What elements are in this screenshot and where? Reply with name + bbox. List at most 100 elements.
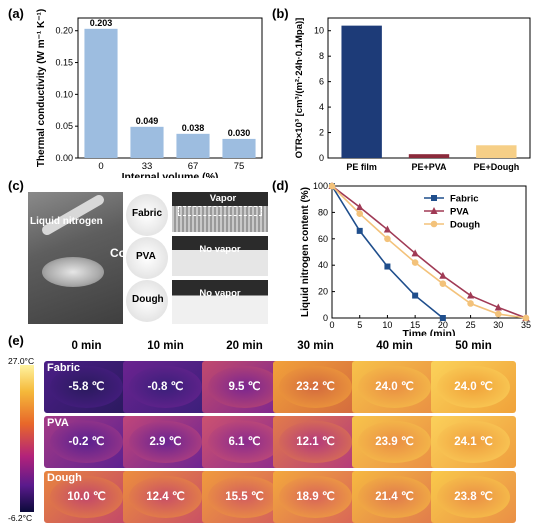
thermal-sample-region (279, 421, 352, 463)
bar (341, 25, 382, 158)
y-tick-label: 0 (323, 313, 328, 323)
data-point-circle (439, 280, 447, 287)
data-point-circle (328, 182, 336, 190)
legend-label: PVA (450, 207, 469, 218)
x-tick-label: 0 (98, 161, 103, 172)
time-header: 50 min (455, 340, 492, 352)
time-header: 0 min (71, 340, 102, 352)
temperature-label: 21.4 ℃ (375, 491, 414, 503)
data-label: 0.049 (136, 116, 159, 126)
thermal-image: 12.4 ℃ (123, 471, 208, 523)
x-tick-label: 20 (438, 320, 448, 330)
thermal-image: 23.8 ℃ (431, 471, 516, 523)
panel-label-c: (c) (8, 178, 24, 193)
flask-icon (40, 193, 106, 237)
data-point-square (356, 227, 363, 234)
panel-label-a: (a) (8, 6, 24, 21)
x-tick-label: 5 (357, 320, 362, 330)
x-tick-label: 0 (329, 320, 334, 330)
y-tick-label: 0.20 (55, 26, 73, 36)
liquid-nitrogen-label: Liquid nitrogen (30, 216, 103, 227)
thermal-image: 15.5 ℃ (202, 471, 287, 523)
thermal-sample-region (208, 421, 281, 463)
dough-no-vapor-label: No vapor (199, 288, 241, 299)
dough-sample-label: Dough (132, 294, 164, 305)
data-point-square (439, 315, 446, 321)
data-point-square (412, 292, 419, 299)
y-tick-label: 100 (313, 181, 328, 191)
temperature-label: 2.9 ℃ (149, 436, 182, 448)
y-tick-label: 0.15 (55, 58, 73, 68)
row-label-fabric: Fabric (47, 362, 81, 374)
thermal-sample-region (208, 366, 281, 408)
data-point-triangle (494, 303, 502, 311)
fabric-sample (126, 194, 168, 236)
data-point-circle (384, 235, 391, 243)
pva-sample-label: PVA (136, 251, 156, 262)
thermal-sample-region (50, 476, 123, 518)
y-tick-label: 40 (318, 260, 328, 270)
temperature-label: 15.5 ℃ (225, 491, 264, 503)
time-header: 10 min (147, 340, 184, 352)
temperature-label: 23.8 ℃ (454, 491, 493, 503)
thermal-image: -0.8 ℃ (123, 361, 208, 413)
data-point-circle (467, 300, 474, 307)
x-tick-label: PE film (346, 162, 377, 172)
row-label-dough: Dough (47, 472, 82, 484)
colorbar-max-label: 27.0°C (8, 356, 35, 366)
time-header: 40 min (376, 340, 413, 352)
thermal-image: 23.9 ℃ (352, 416, 437, 468)
thermal-sample-region (358, 366, 431, 408)
colorbar-min-label: -6.2°C (8, 513, 33, 523)
x-tick-label: 33 (142, 161, 153, 172)
thermal-sample-region (358, 421, 431, 463)
pva-no-vapor-strip (172, 236, 268, 276)
x-tick-label: 10 (382, 320, 392, 330)
x-tick-label: PE+PVA (411, 162, 447, 172)
y-tick-label: 60 (318, 234, 328, 244)
dough-sample (126, 280, 168, 322)
thermal-sample-region (129, 366, 202, 408)
data-label: 0.030 (228, 128, 251, 138)
time-header: 20 min (226, 340, 263, 352)
data-point-circle (356, 210, 364, 218)
colorbar (20, 365, 34, 512)
y-tick-label: 0 (319, 153, 324, 163)
fabric-sample-label: Fabric (132, 208, 163, 219)
pva-sample (126, 237, 168, 279)
thermal-sample-region (50, 421, 123, 463)
thermal-image: 2.9 ℃ (123, 416, 208, 468)
y-tick-label: 8 (319, 51, 324, 61)
data-point-circle (430, 220, 438, 228)
pva-no-vapor-label: No vapor (199, 244, 241, 255)
time-header: 30 min (297, 340, 334, 352)
x-tick-label: 25 (466, 320, 476, 330)
y-tick-label: 4 (319, 102, 324, 112)
temperature-label: 12.1 ℃ (296, 436, 335, 448)
photo-c: Liquid nitrogen Cover Fabric PVA Dough V… (28, 192, 268, 324)
vapor-label: Vapor (209, 193, 237, 204)
y-tick-label: 20 (318, 287, 328, 297)
y-tick-label: 0.10 (55, 89, 73, 99)
x-tick-label: 67 (188, 161, 199, 172)
x-axis-label: Internal volume (%) (122, 171, 219, 178)
legend-label: Fabric (450, 194, 479, 205)
chart-d: 0 20 40 60 80 100 0 5 10 15 20 25 30 35 Time (min) Liqu… (300, 181, 531, 336)
data-point-triangle (439, 271, 447, 279)
thermal-image: 12.1 ℃ (273, 416, 358, 468)
data-label: 0.203 (90, 18, 113, 28)
dough-no-vapor-strip (172, 280, 268, 324)
thermal-sample-region (208, 476, 281, 518)
thermal-sample-region (358, 476, 431, 518)
y-tick-label: 0.00 (55, 153, 73, 163)
data-point-triangle (466, 291, 475, 299)
y-axis-label: Thermal conductivity (W m⁻¹ K⁻¹) (36, 9, 47, 167)
thermal-image: 10.0 ℃ (44, 471, 129, 523)
data-point-triangle (411, 249, 419, 257)
y-axis-label: Liquid nitrogen content (%) (300, 187, 311, 317)
data-point-triangle (383, 225, 392, 233)
panel-label-d: (d) (272, 178, 289, 193)
bar (130, 126, 164, 158)
x-axis-label: Time (min) (403, 328, 456, 336)
y-tick-label: 10 (314, 26, 324, 36)
